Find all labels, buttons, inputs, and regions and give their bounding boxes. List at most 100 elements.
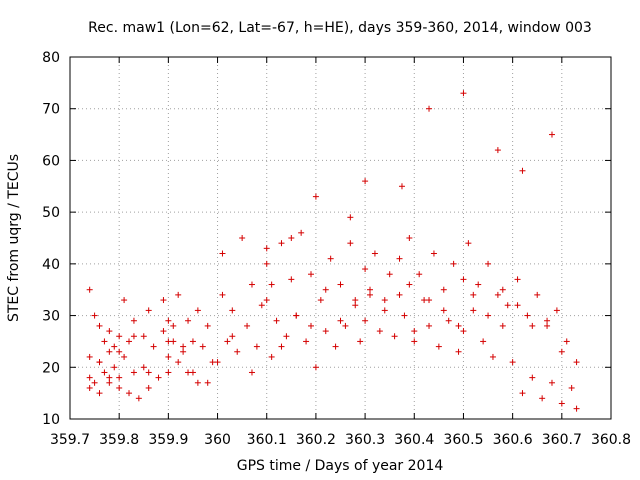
data-point <box>317 297 324 304</box>
data-point <box>86 374 93 381</box>
data-point <box>248 369 255 376</box>
x-axis-label: GPS time / Days of year 2014 <box>237 458 444 474</box>
data-point <box>489 353 496 360</box>
data-point <box>460 276 467 283</box>
data-point <box>273 317 280 324</box>
data-point <box>126 338 133 345</box>
data-point <box>224 338 231 345</box>
data-point <box>86 353 93 360</box>
data-point <box>180 348 187 355</box>
x-tick-label: 360.6 <box>493 432 533 448</box>
data-point <box>450 260 457 267</box>
plot-frame <box>69 56 612 420</box>
data-point <box>91 312 98 319</box>
data-point <box>170 322 177 329</box>
data-point <box>440 307 447 314</box>
data-point <box>475 281 482 288</box>
data-point <box>106 348 113 355</box>
data-point <box>96 390 103 397</box>
data-point <box>160 328 167 335</box>
data-point <box>111 364 118 371</box>
data-point <box>509 359 516 366</box>
data-point <box>194 379 201 386</box>
data-point <box>307 271 314 278</box>
data-point <box>381 297 388 304</box>
data-point <box>548 379 555 386</box>
data-point <box>150 343 157 350</box>
data-point <box>116 348 123 355</box>
data-point <box>283 333 290 340</box>
data-point <box>465 240 472 247</box>
data-point <box>426 297 433 304</box>
data-point <box>347 214 354 221</box>
data-point <box>268 353 275 360</box>
data-point <box>499 322 506 329</box>
data-point <box>165 353 172 360</box>
data-point <box>130 369 137 376</box>
data-point <box>214 359 221 366</box>
data-point <box>106 379 113 386</box>
data-point <box>263 260 270 267</box>
data-point <box>303 338 310 345</box>
data-point <box>406 281 413 288</box>
data-point <box>175 291 182 298</box>
x-tick-label: 360.7 <box>542 432 582 448</box>
y-ticks: 10 20 30 40 50 60 70 80 <box>42 50 611 428</box>
data-point <box>145 384 152 391</box>
data-point <box>185 317 192 324</box>
data-point <box>367 286 374 293</box>
data-point <box>568 384 575 391</box>
data-point <box>529 322 536 329</box>
data-point <box>239 235 246 241</box>
data-point <box>219 250 226 257</box>
data-point <box>391 333 398 340</box>
data-point <box>401 312 408 319</box>
data-point <box>160 297 167 304</box>
x-tick-label: 359.9 <box>148 432 188 448</box>
data-point <box>352 297 359 304</box>
data-point <box>253 343 260 350</box>
data-point <box>145 369 152 376</box>
data-point <box>116 333 123 340</box>
data-point <box>121 353 128 360</box>
data-point <box>485 312 492 319</box>
data-point <box>180 343 187 350</box>
data-point <box>362 317 369 324</box>
data-point <box>307 322 314 329</box>
data-point <box>455 348 462 355</box>
data-point <box>175 359 182 366</box>
data-point <box>342 322 349 329</box>
data-point <box>494 291 501 298</box>
data-point <box>435 343 442 350</box>
data-point <box>312 364 319 371</box>
data-point <box>86 286 93 293</box>
data-point <box>367 291 374 298</box>
data-point <box>534 291 541 298</box>
data-point <box>563 338 570 345</box>
data-point <box>396 291 403 298</box>
data-point <box>386 271 393 278</box>
data-point <box>204 379 211 386</box>
data-point <box>263 297 270 304</box>
data-point <box>362 266 369 273</box>
data-point <box>248 281 255 288</box>
data-point <box>445 317 452 324</box>
y-tick-label: 30 <box>42 309 60 325</box>
x-tick-label: 360.2 <box>296 432 336 448</box>
data-point <box>362 178 369 185</box>
data-point <box>376 328 383 335</box>
data-point <box>126 390 133 397</box>
data-point <box>544 317 551 324</box>
y-tick-label: 80 <box>42 50 60 66</box>
data-point <box>322 328 329 335</box>
data-point <box>165 369 172 376</box>
data-point <box>499 286 506 293</box>
x-tick-label: 360.3 <box>345 432 385 448</box>
data-point <box>558 348 565 355</box>
data-point <box>199 343 206 350</box>
data-point <box>426 105 433 112</box>
data-point <box>145 307 152 314</box>
data-point <box>130 333 137 340</box>
data-point <box>86 384 93 391</box>
